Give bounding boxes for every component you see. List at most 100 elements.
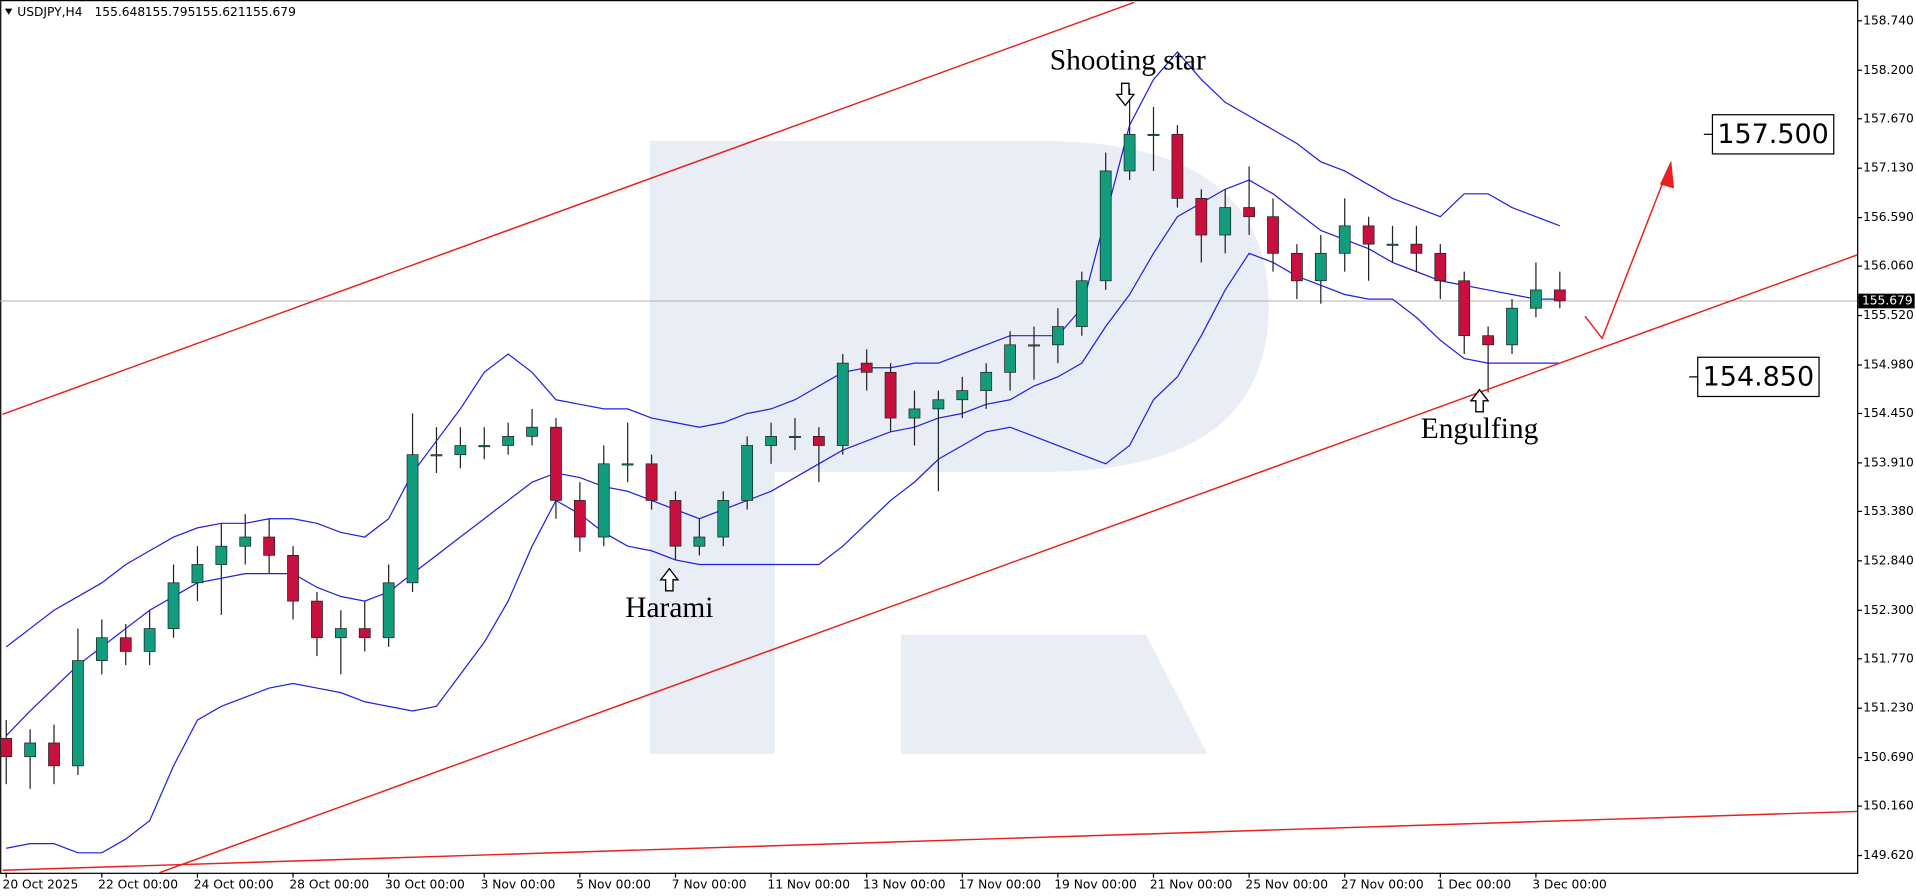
candle-body [860, 362, 873, 373]
candle-body [311, 600, 323, 639]
y-tick-label: 158.740 [1863, 13, 1914, 27]
annotation: Shooting star [1050, 44, 1206, 76]
y-tick-label: 153.910 [1863, 455, 1914, 469]
candle-body [502, 435, 515, 446]
y-tick-label: 151.230 [1863, 701, 1914, 715]
y-tick-label: 150.690 [1863, 750, 1914, 764]
x-tick-label: 1 Dec 00:00 [1437, 877, 1512, 891]
y-tick-label: 152.840 [1863, 553, 1914, 567]
candle-body [1362, 225, 1375, 245]
candle-body [287, 554, 299, 602]
annotation: Harami [625, 592, 713, 624]
x-tick-label: 19 Nov 00:00 [1054, 877, 1137, 891]
x-tick-label: 30 Oct 00:00 [385, 877, 465, 891]
candle-body [645, 463, 658, 501]
candle-body [1530, 289, 1542, 309]
candle-body [191, 564, 204, 584]
y-tick-label: 149.620 [1863, 848, 1914, 862]
candle-body [1338, 225, 1351, 254]
header-value: 155.648 [94, 5, 145, 19]
candle-body [956, 390, 969, 401]
x-tick-label: 27 Nov 00:00 [1341, 877, 1424, 891]
candle-body [932, 399, 945, 410]
x-tick-label: 21 Nov 00:00 [1150, 877, 1233, 891]
candle-body [884, 371, 897, 419]
x-tick-label: 3 Dec 00:00 [1532, 877, 1607, 891]
watermark [649, 140, 1269, 754]
header: USDJPY,H4 155.648 155.795 155.621 155.67… [5, 5, 296, 19]
candle-body [1147, 133, 1160, 136]
candle-body [597, 463, 610, 538]
candle-body [143, 628, 156, 652]
plot-frame [0, 0, 1859, 874]
candle-body [1171, 133, 1184, 199]
current-price-label: 155.679 [1862, 293, 1913, 307]
candle-body [669, 500, 682, 547]
level-box [1697, 356, 1820, 398]
plot-area [0, 51, 1858, 854]
candle-body [1195, 198, 1208, 236]
candle-body [836, 362, 849, 446]
level-box [1711, 114, 1835, 155]
candle-body [812, 435, 825, 446]
candle-body [1434, 252, 1447, 282]
candle-body [693, 536, 706, 547]
candle-body [1243, 207, 1255, 218]
candle-body [382, 582, 395, 639]
candle-body [1099, 170, 1112, 282]
candle-body [406, 454, 419, 584]
candle-body [478, 445, 491, 448]
candle-body [215, 545, 228, 565]
pattern-arrows [659, 82, 1490, 592]
candle-body [1458, 280, 1471, 337]
candle-body [239, 536, 252, 547]
candle-body [741, 445, 754, 501]
y-tick-label: 154.980 [1863, 357, 1914, 371]
x-tick-label: 28 Oct 00:00 [289, 877, 369, 891]
candle-body [1482, 335, 1495, 346]
candle-body [1052, 326, 1064, 346]
x-tick-label: 5 Nov 00:00 [576, 877, 651, 891]
candle-body [908, 408, 921, 419]
trend-lines [2, 1, 1858, 874]
candle-body [1314, 252, 1327, 282]
header-value: 155.795 [145, 5, 196, 19]
candle-body [358, 628, 371, 639]
candle-body [167, 582, 180, 629]
band-line [5, 51, 1561, 648]
x-tick-label: 3 Nov 00:00 [481, 877, 556, 891]
level-label: 157.500 [1717, 119, 1828, 150]
candle-body [72, 660, 84, 767]
candle-body [1123, 133, 1136, 172]
x-tick-label: 13 Nov 00:00 [863, 877, 946, 891]
annotation: Engulfing [1421, 413, 1539, 445]
x-tick-label: 11 Nov 00:00 [767, 877, 850, 891]
candle-body [334, 628, 347, 639]
y-tick-label: 153.380 [1863, 504, 1914, 518]
band-line [5, 179, 1560, 737]
candle-body [24, 742, 37, 758]
candle-body [430, 454, 443, 457]
level-label: 154.850 [1703, 362, 1814, 393]
y-tick-label: 156.060 [1863, 259, 1914, 273]
candle-body [1267, 216, 1279, 254]
y-tick-label: 152.300 [1863, 603, 1914, 617]
x-tick-label: 17 Nov 00:00 [959, 877, 1042, 891]
y-tick-label: 157.670 [1863, 111, 1914, 125]
candle-body [263, 536, 276, 556]
candle-body [119, 637, 132, 652]
candle-body [789, 435, 801, 438]
current-price-box [1858, 293, 1915, 309]
candle-body [1506, 307, 1518, 346]
candle-body [1410, 243, 1423, 254]
y-tick-label: 157.130 [1863, 161, 1914, 175]
candle-body [1004, 344, 1016, 373]
candle-body [765, 435, 777, 446]
candle-body [454, 445, 467, 456]
x-tick-label: 7 Nov 00:00 [672, 877, 747, 891]
symbol-title: USDJPY,H4 [17, 5, 82, 19]
candle-body [1553, 289, 1566, 302]
header-value: 155.621 [195, 5, 246, 19]
